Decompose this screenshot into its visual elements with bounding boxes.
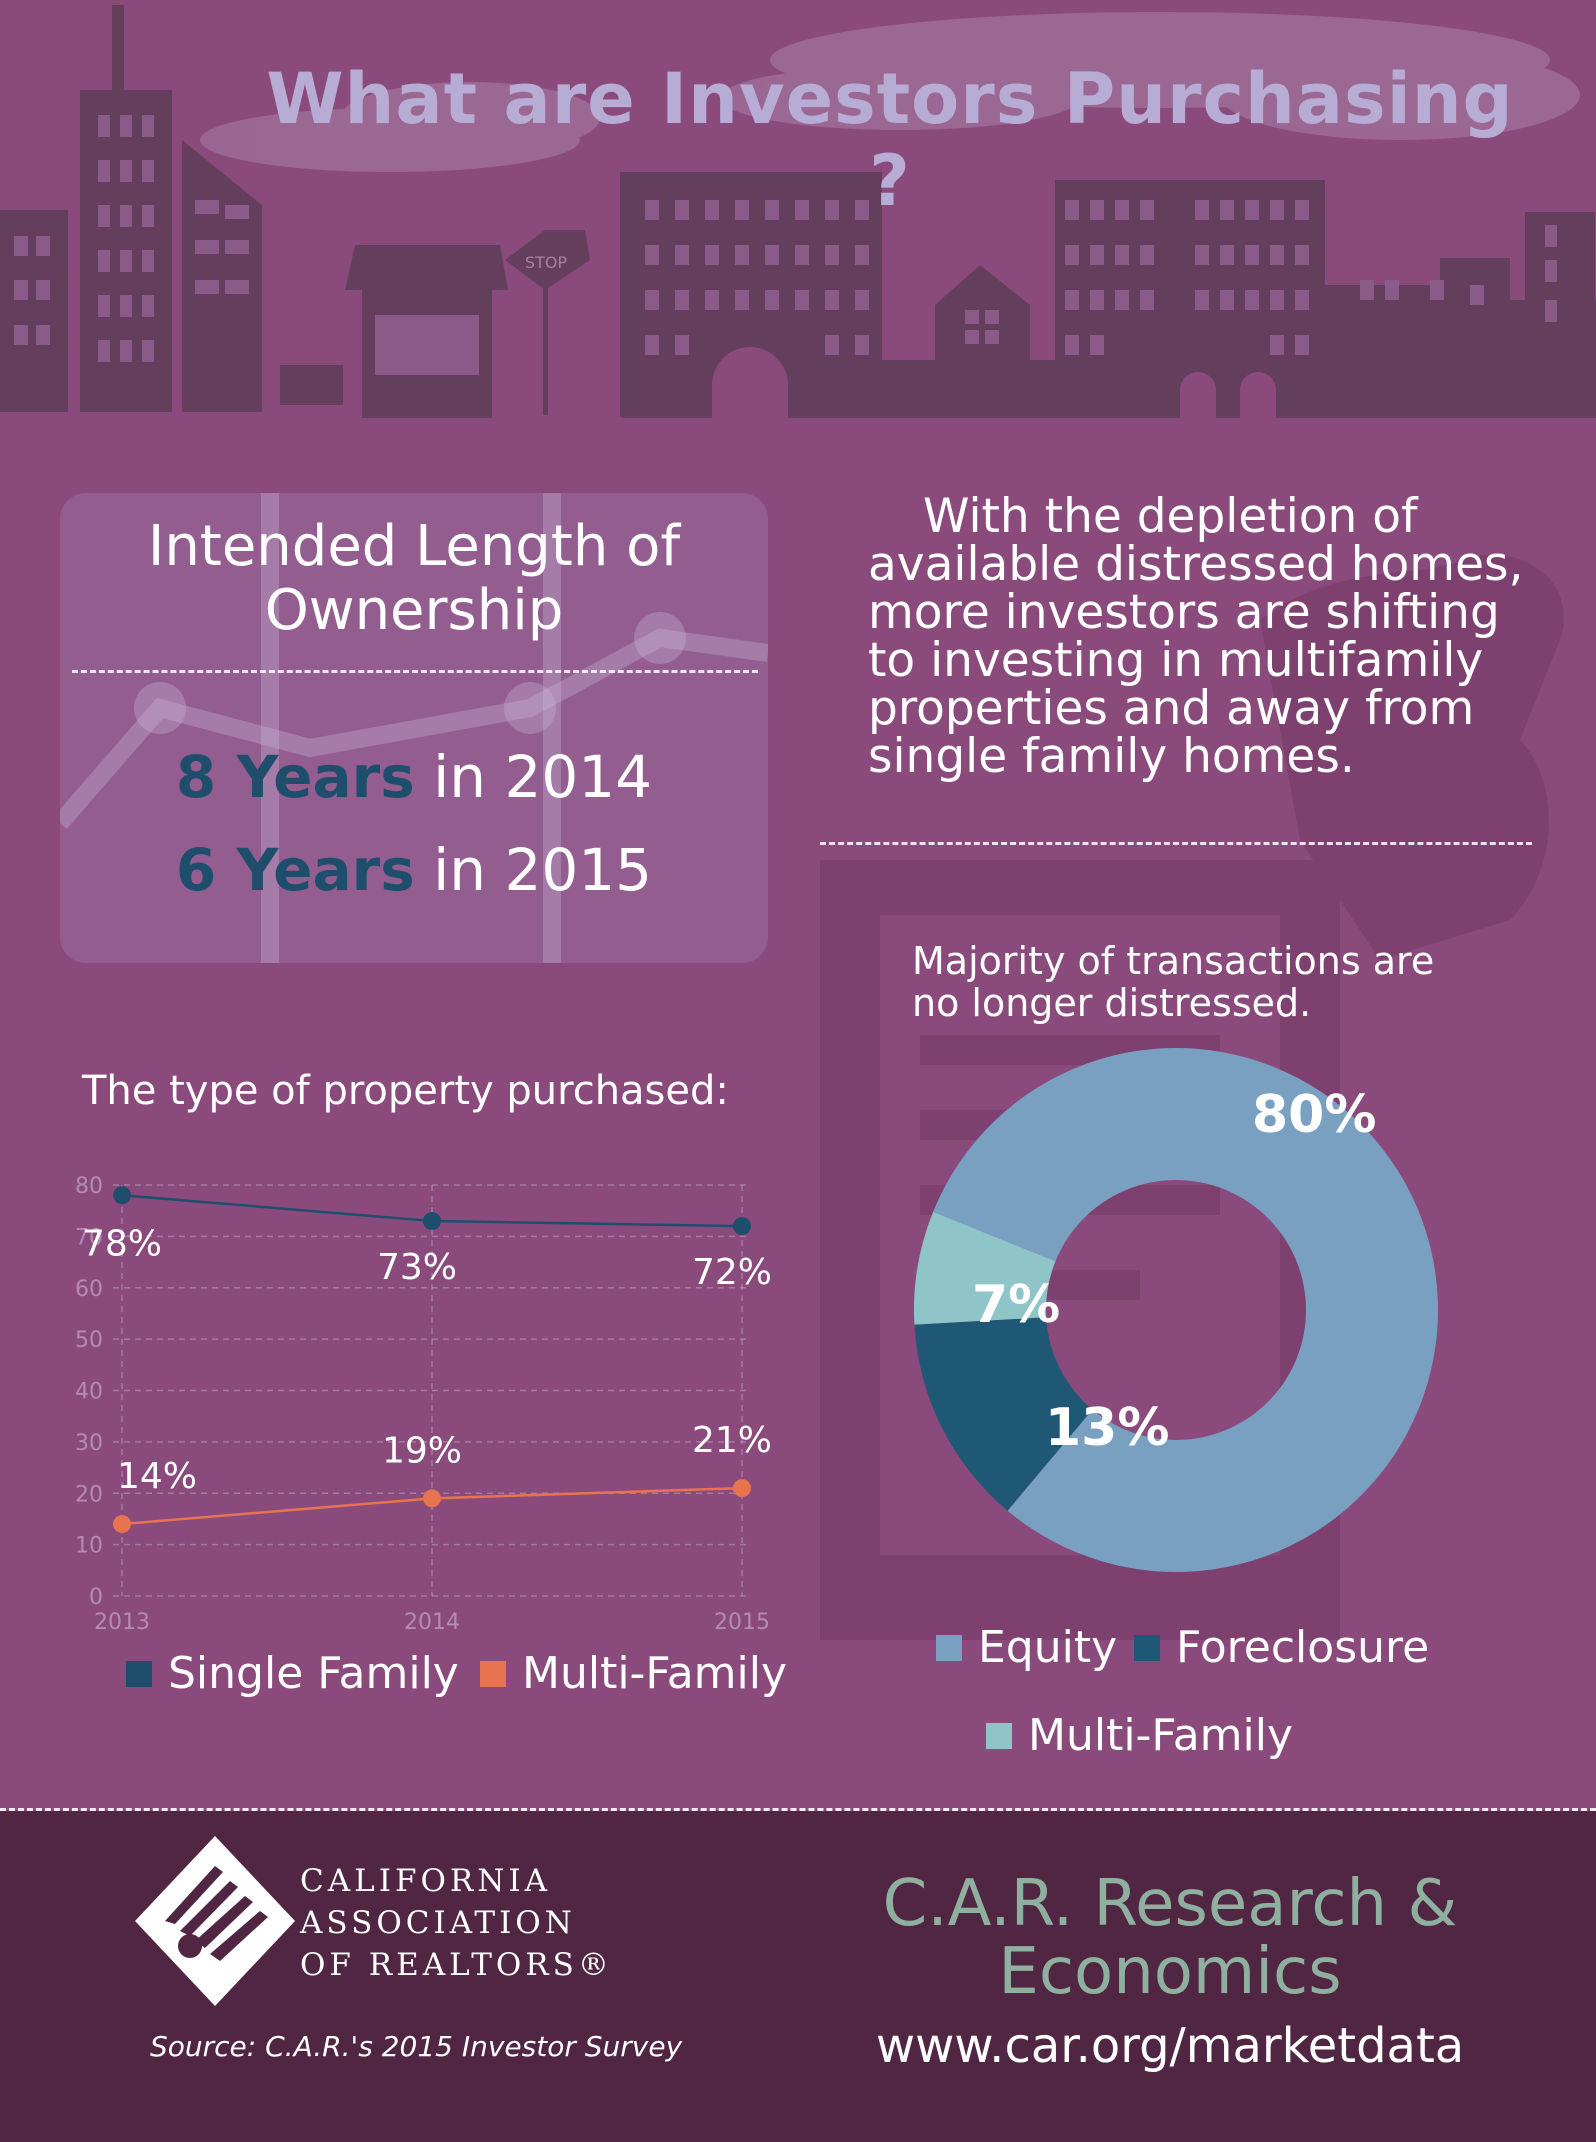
multi-family-swatch [480,1660,506,1687]
y-tick-label-60: 60 [75,1277,103,1302]
footer [0,1811,1596,2142]
line-chart-title: The type of property purchased: [82,1068,729,1114]
legend-multi-family: Multi-Family [480,1648,787,1699]
y-tick-label-40: 40 [75,1380,103,1405]
y-tick-label-30: 30 [75,1431,103,1456]
legend-equity-label: Equity [978,1622,1118,1673]
right-divider [820,842,1532,845]
slice-label-multi-family: 7% [972,1275,1060,1335]
card-background-chart-icon [60,493,768,963]
transactions-donut-chart: 80% 13% 7% [914,1048,1438,1572]
data-label-0-1: 73% [377,1247,457,1288]
y-tick-label-70: 70 [75,1225,103,1250]
data-label-0-0: 78% [82,1223,162,1264]
page-title: What are Investors Purchasing ? [266,58,1514,222]
footer-divider [0,1808,1596,1811]
car-logo-icon [135,1836,295,2006]
logo-line-2: ASSOCIATION [300,1905,576,1941]
data-point-1-2 [733,1479,751,1498]
ownership-2015: 6 Years in 2015 [60,836,768,904]
legend-multi-family-donut-label: Multi-Family [1028,1710,1294,1761]
legend-multi-family-label: Multi-Family [522,1648,788,1699]
ownership-divider [72,670,758,673]
foreclosure-swatch [1134,1634,1160,1661]
slice-foreclosure [914,1317,1093,1511]
y-tick-label-50: 50 [75,1328,103,1353]
car-logo-text: CALIFORNIA ASSOCIATION OF REALTORS® [300,1860,613,1986]
logo-line-1: CALIFORNIA [300,1863,551,1899]
y-tick-label-10: 10 [75,1534,103,1559]
legend-equity: Equity [936,1622,1117,1673]
ownership-card: Intended Length of Ownership 8 Years in … [60,493,768,963]
slice-equity [933,1048,1438,1572]
ownership-year-label-2015: in 2015 [433,836,653,904]
legend-multi-family-donut: Multi-Family [986,1710,1293,1761]
logo-line-3: OF REALTORS® [300,1947,613,1983]
slice-label-foreclosure: 13% [1045,1398,1169,1458]
data-point-0-0 [113,1186,131,1205]
x-tick-label-2014: 2014 [404,1610,460,1635]
website-link[interactable]: www.car.org/marketdata [875,2018,1465,2074]
legend-foreclosure: Foreclosure [1134,1622,1429,1673]
legend-single-family: Single Family [126,1648,459,1699]
data-point-0-1 [423,1211,441,1230]
intro-text: With the depletion of available distress… [868,489,1524,784]
y-tick-label-80: 80 [75,1174,103,1199]
slice-label-equity: 80% [1252,1085,1376,1145]
x-tick-label-2015: 2015 [714,1610,770,1635]
data-label-1-0: 14% [117,1456,197,1497]
y-tick-label-0: 0 [89,1585,103,1610]
y-tick-label-20: 20 [75,1482,103,1507]
research-title: C.A.R. Research & Economics [882,1867,1458,2009]
data-point-1-0 [113,1515,131,1534]
legend-foreclosure-label: Foreclosure [1176,1622,1430,1673]
single-family-swatch [126,1660,152,1687]
data-label-0-2: 72% [692,1252,772,1293]
property-type-line-chart: 0 10 20 30 40 50 60 70 80 2013 2014 2015 78% 73% 72% 14… [75,1174,772,1635]
stop-sign-text: STOP [525,253,568,272]
data-point-0-2 [733,1217,751,1236]
ownership-title: Intended Length of Ownership [147,514,681,643]
equity-swatch [936,1634,962,1661]
ownership-year-label-2014: in 2014 [433,743,653,811]
legend-single-family-label: Single Family [168,1648,459,1699]
data-label-1-1: 19% [382,1430,462,1471]
data-point-1-1 [423,1489,441,1508]
source-note: Source: C.A.R.'s 2015 Investor Survey [150,2030,683,2063]
city-skyline-illustration: STOP [0,5,1596,418]
ownership-years-2014: 8 Years [175,743,415,811]
multi-family-donut-swatch [986,1722,1012,1749]
data-label-1-2: 21% [692,1420,772,1461]
x-tick-label-2013: 2013 [94,1610,150,1635]
ownership-2014: 8 Years in 2014 [60,743,768,811]
slice-multi-family [914,1211,1056,1325]
donut-caption: Majority of transactions are no longer d… [912,939,1435,1025]
ownership-years-2015: 6 Years [175,836,415,904]
